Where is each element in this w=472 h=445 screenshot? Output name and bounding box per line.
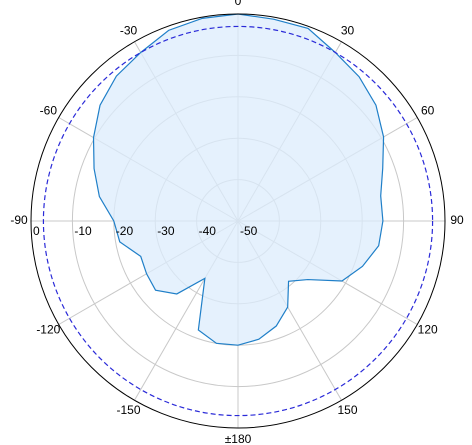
r-tick-label: -30: [157, 224, 175, 238]
r-tick-label: -10: [74, 224, 92, 238]
theta-tick-label: 120: [418, 323, 438, 337]
r-tick-label: 0: [33, 224, 40, 238]
theta-tick-label: ±180: [225, 432, 252, 445]
theta-tick-label: 150: [337, 403, 357, 417]
theta-tick-label: -120: [36, 323, 60, 337]
r-tick-label: -40: [199, 224, 217, 238]
theta-tick-label: 90: [450, 213, 464, 227]
theta-tick-label: 0: [235, 0, 242, 8]
reference-circle: [42, 25, 434, 417]
r-tick-label: -50: [240, 224, 258, 238]
outer-circle: [30, 13, 446, 429]
theta-tick-label: -150: [116, 403, 140, 417]
pattern-area: [92, 13, 385, 346]
theta-tick-label: -30: [120, 24, 138, 38]
theta-tick-label: 60: [421, 104, 435, 118]
theta-tick-label: -90: [10, 213, 28, 227]
theta-tick-label: 30: [341, 24, 355, 38]
r-tick-label: -20: [116, 224, 134, 238]
theta-tick-label: -60: [40, 104, 58, 118]
